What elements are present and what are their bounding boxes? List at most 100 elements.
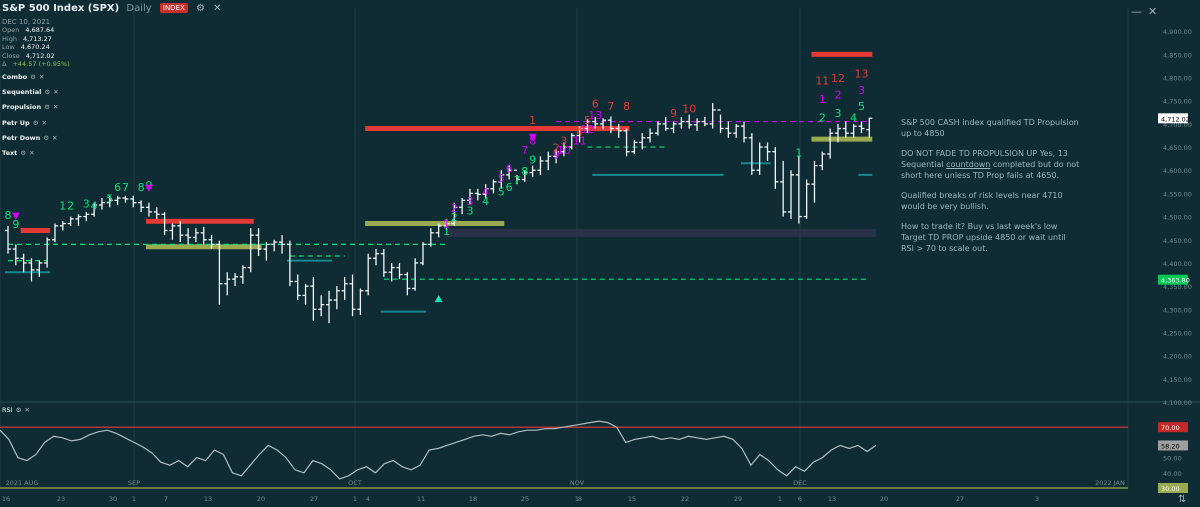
td-count-magenta: 7 bbox=[521, 144, 528, 157]
td-count-green: 2 bbox=[819, 112, 826, 125]
price-tick-label: 4,350.00 bbox=[1163, 283, 1192, 291]
td-count-green: 2 bbox=[451, 211, 458, 224]
x-tick-label: 16 bbox=[2, 495, 10, 503]
td-count-green: 3 bbox=[83, 197, 90, 210]
gear-icon[interactable]: ⚙ bbox=[195, 3, 205, 14]
td-count-green: 5 bbox=[106, 193, 113, 206]
congestion-band bbox=[446, 229, 876, 237]
td-count-magenta: 2 bbox=[834, 88, 841, 101]
note-4: How to trade it? Buy vs last week's low … bbox=[901, 222, 1066, 253]
timeframe[interactable]: Daily bbox=[126, 3, 152, 14]
td-count-red: 12 bbox=[831, 72, 845, 85]
x-tick-label: 20 bbox=[257, 495, 265, 503]
rsi-tick-label: 50.00 bbox=[1163, 455, 1182, 463]
x-tick-label: 1 bbox=[132, 495, 136, 503]
td-count-red: 4 bbox=[576, 125, 583, 138]
td-counts: 8912345678912345678912345678910111213123… bbox=[5, 68, 869, 239]
study-petr-up[interactable]: Petr Up ⚙ ✕ bbox=[2, 118, 47, 127]
x-tick-label: 11 bbox=[417, 495, 425, 503]
close-icon: ✕ bbox=[38, 73, 45, 81]
x-tick-label: 23 bbox=[57, 495, 65, 503]
td-count-red: 10 bbox=[682, 102, 696, 115]
td-count-red: 6 bbox=[592, 98, 599, 111]
chart-header: S&P 500 Index (SPX) Daily INDEX ⚙ ✕ bbox=[2, 3, 222, 14]
price-tick-label: 4,900.00 bbox=[1163, 28, 1192, 36]
ohlc-open: Open 4,687.64 bbox=[2, 26, 55, 34]
level-lines bbox=[5, 51, 873, 313]
td-count-red: 11 bbox=[815, 74, 829, 87]
period-label: 2021 AUG bbox=[6, 479, 39, 487]
note-1: S&P 500 CASH index qualified TD Propulsi… bbox=[901, 118, 1079, 138]
study-combo[interactable]: Combo ⚙ ✕ bbox=[2, 73, 45, 81]
td-count-green: 1 bbox=[59, 200, 66, 213]
td-count-red: 13 bbox=[854, 68, 868, 81]
price-tick-label: 4,700.00 bbox=[1163, 121, 1192, 129]
price-bars bbox=[5, 103, 873, 324]
td-count-green: 6 bbox=[506, 181, 513, 194]
close-icon: ✕ bbox=[52, 133, 58, 142]
td-count-green: 9 bbox=[12, 218, 19, 231]
td-count-magenta: 13 bbox=[588, 109, 602, 122]
td-count-red: 9 bbox=[670, 107, 677, 120]
expand-icon[interactable]: ⇅ bbox=[1178, 494, 1187, 505]
gear-icon[interactable]: ⚙ bbox=[15, 406, 22, 414]
td-count-green: 7 bbox=[513, 174, 520, 187]
price-tick-label: 4,650.00 bbox=[1163, 144, 1192, 152]
rsi-last-box bbox=[1158, 440, 1188, 451]
gear-icon: ⚙ bbox=[20, 149, 27, 158]
ohlc-high: High 4,713.27 bbox=[2, 34, 52, 43]
x-tick-label: 15 bbox=[628, 495, 636, 503]
price-tick-label: 4,200.00 bbox=[1163, 353, 1192, 361]
minimize-icon[interactable]: — bbox=[1131, 5, 1142, 18]
signal-down-triangle bbox=[528, 133, 537, 141]
price-tick-label: 4,550.00 bbox=[1163, 190, 1192, 198]
td-count-green: 7 bbox=[122, 181, 129, 194]
close-icon: ✕ bbox=[41, 118, 47, 127]
rsi-last-label: 58.20 bbox=[1161, 442, 1180, 450]
td-count-red: 2 bbox=[553, 142, 560, 155]
rsi-level-box bbox=[1158, 483, 1188, 493]
study-propulsion[interactable]: Propulsion ⚙ ✕ bbox=[2, 103, 59, 112]
price-tick-label: 4,750.00 bbox=[1163, 98, 1192, 106]
signal-down-triangle bbox=[144, 184, 153, 192]
period-label: SEP bbox=[128, 479, 140, 487]
gear-icon: ⚙ bbox=[44, 103, 50, 112]
study-text[interactable]: Text ⚙ ✕ bbox=[2, 149, 35, 158]
study-sequential[interactable]: Sequential ⚙ ✕ bbox=[2, 88, 59, 97]
td-count-green: 4 bbox=[91, 200, 98, 213]
close-icon: ✕ bbox=[29, 149, 35, 158]
td-count-magenta: 11 bbox=[573, 135, 587, 148]
price-tick-label: 4,250.00 bbox=[1163, 329, 1192, 337]
x-tick-label: 6 bbox=[798, 495, 802, 503]
x-tick-label: 1 bbox=[353, 495, 357, 503]
price-label-box bbox=[1158, 113, 1188, 124]
annotation-text: S&P 500 CASH index qualified TD Propulsi… bbox=[901, 117, 1081, 263]
td-count-magenta: 6 bbox=[506, 163, 513, 176]
td-count-green: 5 bbox=[858, 100, 865, 113]
period-label: OCT bbox=[348, 479, 362, 487]
close-icon[interactable]: ✕ bbox=[1148, 5, 1158, 18]
ohlc-low: Low 4,670.24 bbox=[2, 43, 50, 52]
td-count-magenta: 9 bbox=[553, 149, 560, 162]
index-badge: INDEX bbox=[159, 3, 188, 13]
rsi-level-box bbox=[1158, 422, 1188, 433]
rsi-tick-label: 40.00 bbox=[1163, 470, 1182, 478]
price-tick-label: 4,800.00 bbox=[1163, 75, 1192, 83]
td-count-green: 8 bbox=[138, 181, 145, 194]
close-icon[interactable]: ✕ bbox=[24, 406, 30, 414]
td-count-magenta: 10 bbox=[557, 144, 571, 157]
price-label: 4,712.02 bbox=[1161, 115, 1190, 123]
price-tick-label: 4,450.00 bbox=[1163, 237, 1192, 245]
td-count-red: 3 bbox=[560, 135, 567, 148]
x-tick-label: 18 bbox=[469, 495, 477, 503]
td-count-green: 4 bbox=[482, 195, 489, 208]
x-tick-label: 27 bbox=[310, 495, 318, 503]
rsi-label: RSI ⚙ ✕ bbox=[2, 406, 30, 414]
price-tick-label: 4,300.00 bbox=[1163, 306, 1192, 314]
td-count-green: 1 bbox=[795, 146, 802, 159]
close-icon[interactable]: ✕ bbox=[213, 3, 222, 14]
td-count-red: 7 bbox=[607, 100, 614, 113]
study-petr-down[interactable]: Petr Down ⚙ ✕ bbox=[2, 133, 58, 142]
td-count-magenta: 3 bbox=[466, 195, 473, 208]
